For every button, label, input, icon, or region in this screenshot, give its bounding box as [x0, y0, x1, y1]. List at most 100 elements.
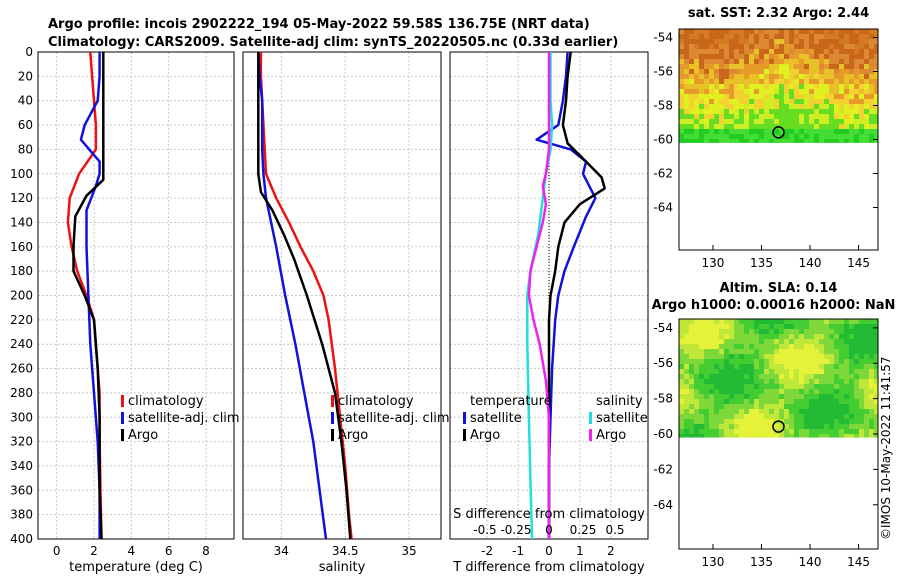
- map-cell: [759, 69, 764, 74]
- map-cell: [729, 64, 734, 69]
- series-line-argo: [257, 52, 352, 540]
- map-cell: [854, 34, 859, 39]
- map-cell: [829, 109, 834, 114]
- map-cell: [834, 54, 839, 59]
- x-tick-label: 1: [576, 544, 584, 558]
- map-cell: [769, 344, 774, 349]
- map-cell: [854, 329, 859, 334]
- map-cell: [689, 389, 694, 394]
- map-cell: [679, 134, 684, 139]
- map-cell: [839, 49, 844, 54]
- map-cell: [699, 34, 704, 39]
- map-cell: [724, 419, 729, 424]
- map-cell: [849, 89, 854, 94]
- map-x-tick-label: 140: [799, 555, 822, 569]
- map-cell: [704, 74, 709, 79]
- map-cell: [849, 94, 854, 99]
- map-cell: [699, 99, 704, 104]
- map-cell: [689, 49, 694, 54]
- map-cell: [874, 334, 878, 339]
- map-cell: [764, 384, 769, 389]
- map-cell: [864, 139, 869, 143]
- map-cell: [774, 354, 779, 359]
- map-cell: [714, 404, 719, 409]
- map-cell: [834, 424, 839, 429]
- map-cell: [859, 49, 864, 54]
- map-cell: [779, 379, 784, 384]
- map-cell: [724, 429, 729, 434]
- map-cell: [804, 124, 809, 129]
- map-cell: [834, 119, 839, 124]
- map-cell: [729, 129, 734, 134]
- map-cell: [794, 129, 799, 134]
- map-cell: [724, 354, 729, 359]
- map-cell: [754, 329, 759, 334]
- map-cell: [744, 64, 749, 69]
- map-cell: [824, 319, 829, 324]
- map-cell: [779, 344, 784, 349]
- map-cell: [839, 424, 844, 429]
- map-cell: [709, 99, 714, 104]
- map-cell: [849, 344, 854, 349]
- map-cell: [869, 389, 874, 394]
- map-cell: [739, 389, 744, 394]
- map-cell: [839, 59, 844, 64]
- map-cell: [724, 124, 729, 129]
- map-cell: [689, 64, 694, 69]
- map-cell: [779, 69, 784, 74]
- map-cell: [824, 44, 829, 49]
- map-cell: [719, 409, 724, 414]
- map-cell: [844, 94, 849, 99]
- map-cell: [749, 414, 754, 419]
- map-cell: [739, 354, 744, 359]
- map-cell: [869, 134, 874, 139]
- map-cell: [779, 369, 784, 374]
- map-cell: [759, 349, 764, 354]
- map-cell: [829, 64, 834, 69]
- map-cell: [684, 319, 689, 324]
- map-cell: [759, 329, 764, 334]
- map-cell: [704, 344, 709, 349]
- map-cell: [744, 74, 749, 79]
- map-cell: [864, 354, 869, 359]
- map-cell: [689, 344, 694, 349]
- map-cell: [854, 434, 859, 438]
- map-cell: [874, 384, 878, 389]
- map-cell: [679, 29, 684, 34]
- map-cell: [799, 399, 804, 404]
- map-cell: [684, 364, 689, 369]
- map-cell: [734, 59, 739, 64]
- map-cell: [804, 104, 809, 109]
- map-cell: [829, 394, 834, 399]
- map-cell: [699, 369, 704, 374]
- map-cell: [684, 324, 689, 329]
- map-cell: [719, 114, 724, 119]
- map-cell: [774, 324, 779, 329]
- map-cell: [849, 104, 854, 109]
- map-cell: [859, 39, 864, 44]
- map-cell: [724, 94, 729, 99]
- figure-title-line2: Climatology: CARS2009. Satellite-adj cli…: [48, 35, 618, 50]
- map-cell: [779, 399, 784, 404]
- map-cell: [719, 109, 724, 114]
- map-cell: [734, 114, 739, 119]
- map-cell: [849, 44, 854, 49]
- map-cell: [859, 324, 864, 329]
- map-cell: [839, 364, 844, 369]
- map-cell: [779, 109, 784, 114]
- map-cell: [799, 89, 804, 94]
- map-cell: [719, 399, 724, 404]
- map-cell: [804, 69, 809, 74]
- depth-tick-label: 200: [10, 289, 33, 303]
- map-cell: [769, 64, 774, 69]
- map-cell: [874, 134, 878, 139]
- map-cell: [679, 424, 684, 429]
- map-cell: [714, 399, 719, 404]
- x-axis-label: T difference from climatology: [452, 560, 645, 575]
- map-cell: [874, 419, 878, 424]
- map-cell: [714, 99, 719, 104]
- map-cell: [754, 74, 759, 79]
- map-cell: [679, 384, 684, 389]
- map-cell: [734, 334, 739, 339]
- map-cell: [824, 124, 829, 129]
